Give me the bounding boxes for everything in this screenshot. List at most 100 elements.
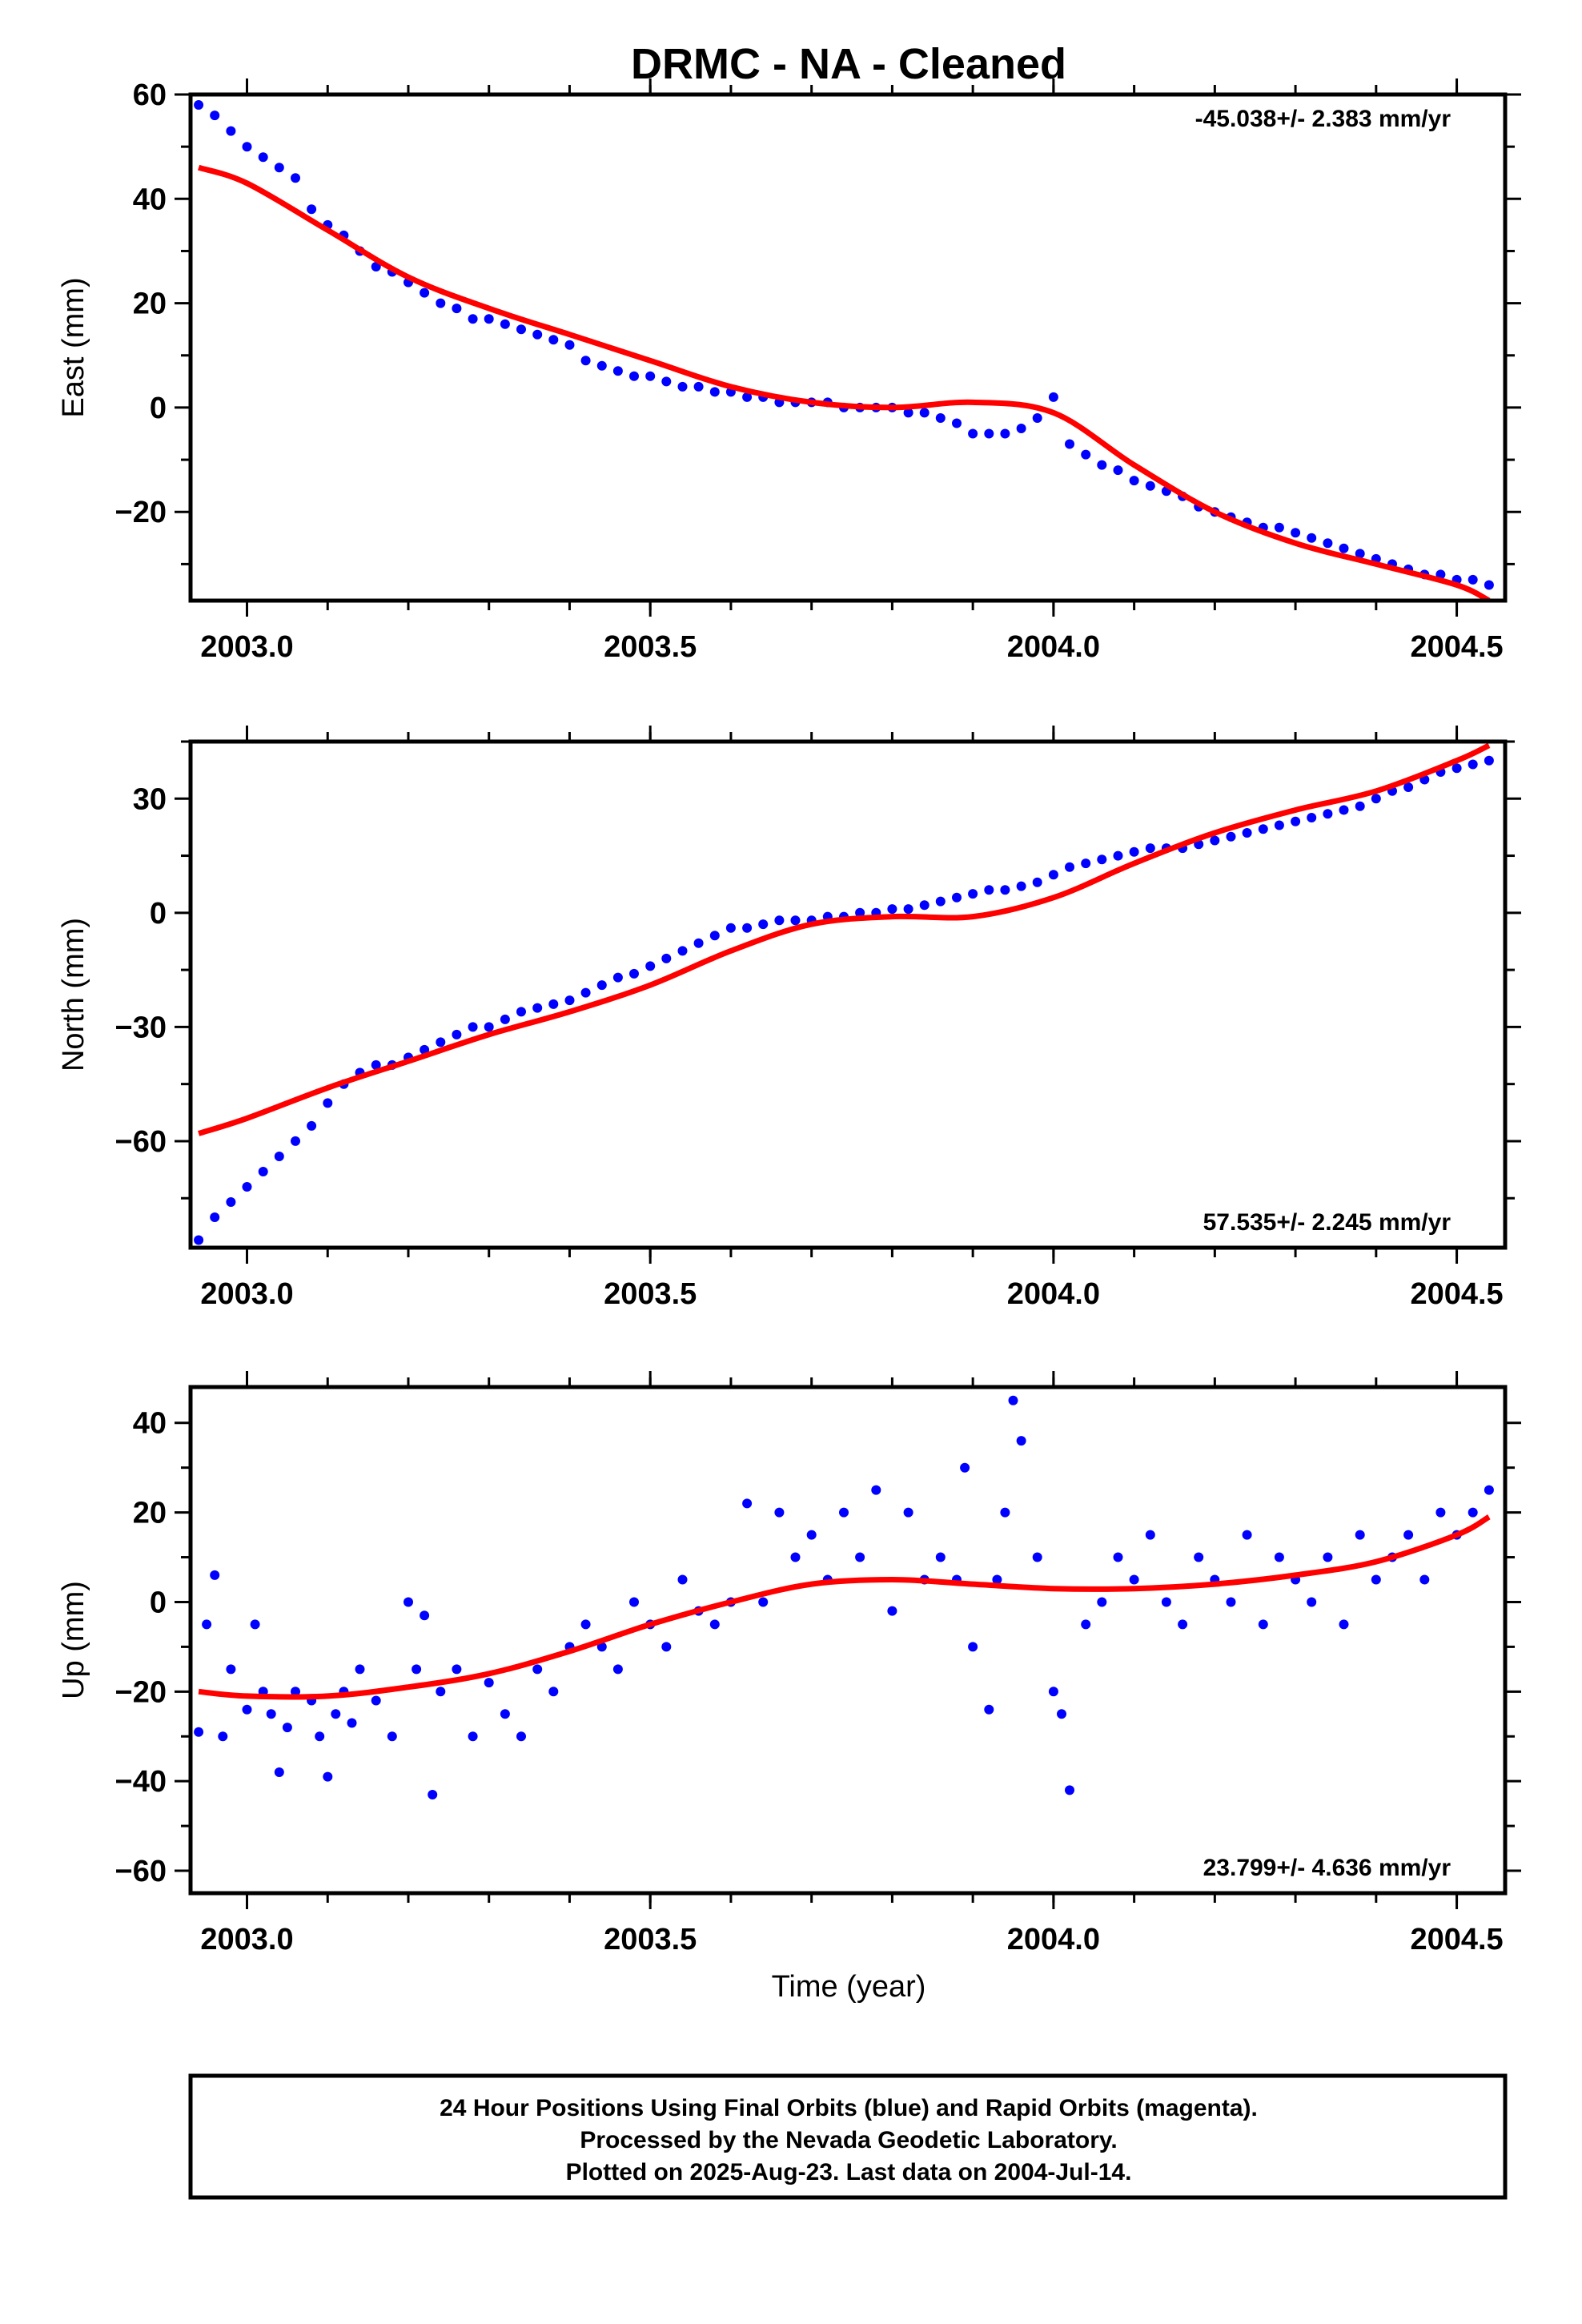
data-point [274, 163, 284, 173]
y-tick-label: −30 [115, 1011, 167, 1044]
y-tick-label: 40 [133, 1407, 167, 1441]
data-point [742, 923, 753, 933]
data-point [452, 1029, 462, 1039]
data-point [935, 896, 946, 907]
data-point [677, 381, 688, 392]
data-point [1145, 1530, 1155, 1540]
data-point [258, 152, 268, 163]
data-point [1065, 1785, 1074, 1795]
data-point [1419, 1574, 1430, 1585]
data-point [1226, 1597, 1236, 1607]
data-point [629, 1597, 639, 1607]
data-point [1484, 755, 1494, 766]
data-point [806, 1530, 817, 1540]
data-point [484, 314, 494, 324]
data-point [1484, 1485, 1494, 1495]
data-point [210, 1570, 220, 1580]
data-point [452, 304, 462, 314]
data-point [331, 1709, 341, 1719]
y-tick-label: −20 [115, 496, 167, 529]
data-point [371, 1695, 381, 1706]
data-point [258, 1167, 268, 1176]
data-point [452, 1664, 462, 1675]
data-point [347, 1718, 357, 1728]
data-point [484, 1022, 494, 1032]
data-point [548, 335, 559, 345]
data-point [548, 1687, 559, 1697]
data-point [693, 938, 704, 948]
data-point [1097, 854, 1107, 865]
data-point [1057, 1709, 1066, 1719]
data-point [291, 173, 300, 183]
data-point [1194, 1552, 1204, 1562]
data-point [596, 1642, 607, 1652]
data-point [1242, 828, 1252, 838]
x-tick-label: 2003.0 [200, 1923, 293, 1956]
data-point [194, 1235, 204, 1245]
data-point [1339, 543, 1349, 553]
x-tick-label: 2003.5 [604, 1277, 697, 1311]
data-point [242, 1704, 252, 1715]
y-axis-label: North (mm) [57, 918, 90, 1072]
data-point [629, 371, 639, 381]
data-point [1371, 1574, 1381, 1585]
data-point [952, 892, 962, 903]
data-point [887, 904, 897, 915]
panel-2: 2003.0 2003.5 2004.0 2004.5 30 0 −30 −60 North (… [57, 726, 1521, 1311]
data-point [1226, 831, 1236, 842]
y-tick-label: −20 [115, 1675, 167, 1709]
data-point [1339, 805, 1349, 815]
x-tick-label: 2004.0 [1007, 1923, 1100, 1956]
data-point [774, 915, 785, 926]
data-point [839, 1507, 849, 1518]
data-point [1113, 465, 1123, 476]
fit-line-2 [198, 742, 1491, 1136]
data-point [516, 1007, 526, 1017]
data-point [1016, 881, 1026, 891]
data-point [436, 1687, 446, 1697]
y-tick-label: 20 [133, 287, 167, 321]
data-point [484, 1678, 494, 1688]
data-point [1355, 801, 1365, 811]
panel-frame-1 [188, 92, 1508, 603]
data-point [500, 319, 510, 329]
data-point [580, 356, 591, 366]
data-point [661, 376, 672, 387]
data-point [1210, 835, 1220, 846]
data-point [1032, 1552, 1042, 1562]
data-point [1435, 1507, 1446, 1518]
data-point [226, 1197, 236, 1207]
data-point [612, 366, 623, 376]
x-tick-label: 2003.5 [604, 1923, 697, 1956]
data-point [1145, 480, 1155, 491]
panel-1: 2003.0 2003.5 2004.0 2004.5 60 40 20 0 −20 East (… [57, 78, 1521, 664]
data-point [968, 428, 978, 439]
data-point [935, 413, 946, 423]
x-tick-label: 2004.5 [1410, 630, 1503, 664]
data-point [226, 1664, 236, 1675]
data-point [1307, 533, 1317, 543]
data-point [307, 1120, 317, 1131]
data-point [194, 1727, 204, 1737]
y-tick-label: 0 [150, 1586, 167, 1619]
data-point [1129, 476, 1139, 486]
data-point [968, 1642, 978, 1652]
data-point [226, 126, 236, 136]
data-point [1323, 809, 1333, 819]
data-point [725, 923, 736, 933]
data-point [1307, 813, 1317, 822]
data-point [1452, 763, 1462, 774]
data-point [887, 1606, 897, 1616]
footer-line-3: Plotted on 2025-Aug-23. Last data on 200… [566, 2159, 1132, 2185]
data-point [709, 931, 720, 941]
data-point [742, 392, 753, 402]
data-point [500, 1014, 510, 1024]
data-point [436, 1037, 446, 1047]
data-point [468, 1731, 478, 1742]
data-point [532, 1664, 543, 1675]
data-point [1048, 870, 1058, 880]
y-tick-label: 30 [133, 782, 167, 816]
y-axis-label: Up (mm) [57, 1581, 90, 1699]
data-point [661, 1642, 672, 1652]
